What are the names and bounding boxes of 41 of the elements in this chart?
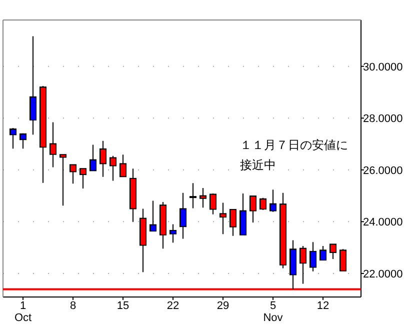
annotation: １１月７日の安値に <box>240 138 348 152</box>
candlestick <box>170 224 176 244</box>
x-tick-label: 1 Oct <box>14 300 32 324</box>
candlestick <box>250 196 256 223</box>
candlestick <box>150 200 156 232</box>
x-tick-label: 22 <box>166 300 180 312</box>
candlestick <box>20 132 26 150</box>
x-tick-label: 5 Nov <box>263 300 284 324</box>
x-tick-label: 12 <box>316 300 330 312</box>
candlestick <box>330 244 336 260</box>
candlestick <box>120 154 126 178</box>
candlestick <box>200 188 206 208</box>
y-tick-label: 22.0000 <box>363 268 403 280</box>
candlestick <box>310 242 316 272</box>
candlestick <box>190 182 196 209</box>
y-tick-label: 30.0000 <box>363 61 403 74</box>
candlestick <box>260 197 266 211</box>
candlestick <box>70 164 76 184</box>
y-tick-label: 28.0000 <box>363 113 403 126</box>
x-tick-label: 8 <box>70 300 76 312</box>
candlestick <box>270 189 276 212</box>
candlestick <box>100 140 106 178</box>
candlestick <box>60 154 66 206</box>
y-tick-label: 24.0000 <box>363 216 403 229</box>
candlestick <box>320 246 326 260</box>
candlestick <box>10 127 16 150</box>
candlestick <box>230 209 236 236</box>
x-tick-label: 29 <box>216 300 230 312</box>
y-tick-label: 26.0000 <box>363 164 403 177</box>
candlestick <box>80 168 86 190</box>
candlestick <box>180 192 186 240</box>
candlestick <box>30 36 36 136</box>
candlestick <box>300 246 306 284</box>
annotation: 接近中 <box>240 158 276 172</box>
candlestick <box>340 248 346 272</box>
candlestick <box>220 202 226 235</box>
x-tick-label: 15 <box>116 300 130 312</box>
candlestick <box>110 155 116 182</box>
candlestick <box>210 192 216 215</box>
candlestick <box>90 144 96 172</box>
candlestick <box>50 122 56 168</box>
